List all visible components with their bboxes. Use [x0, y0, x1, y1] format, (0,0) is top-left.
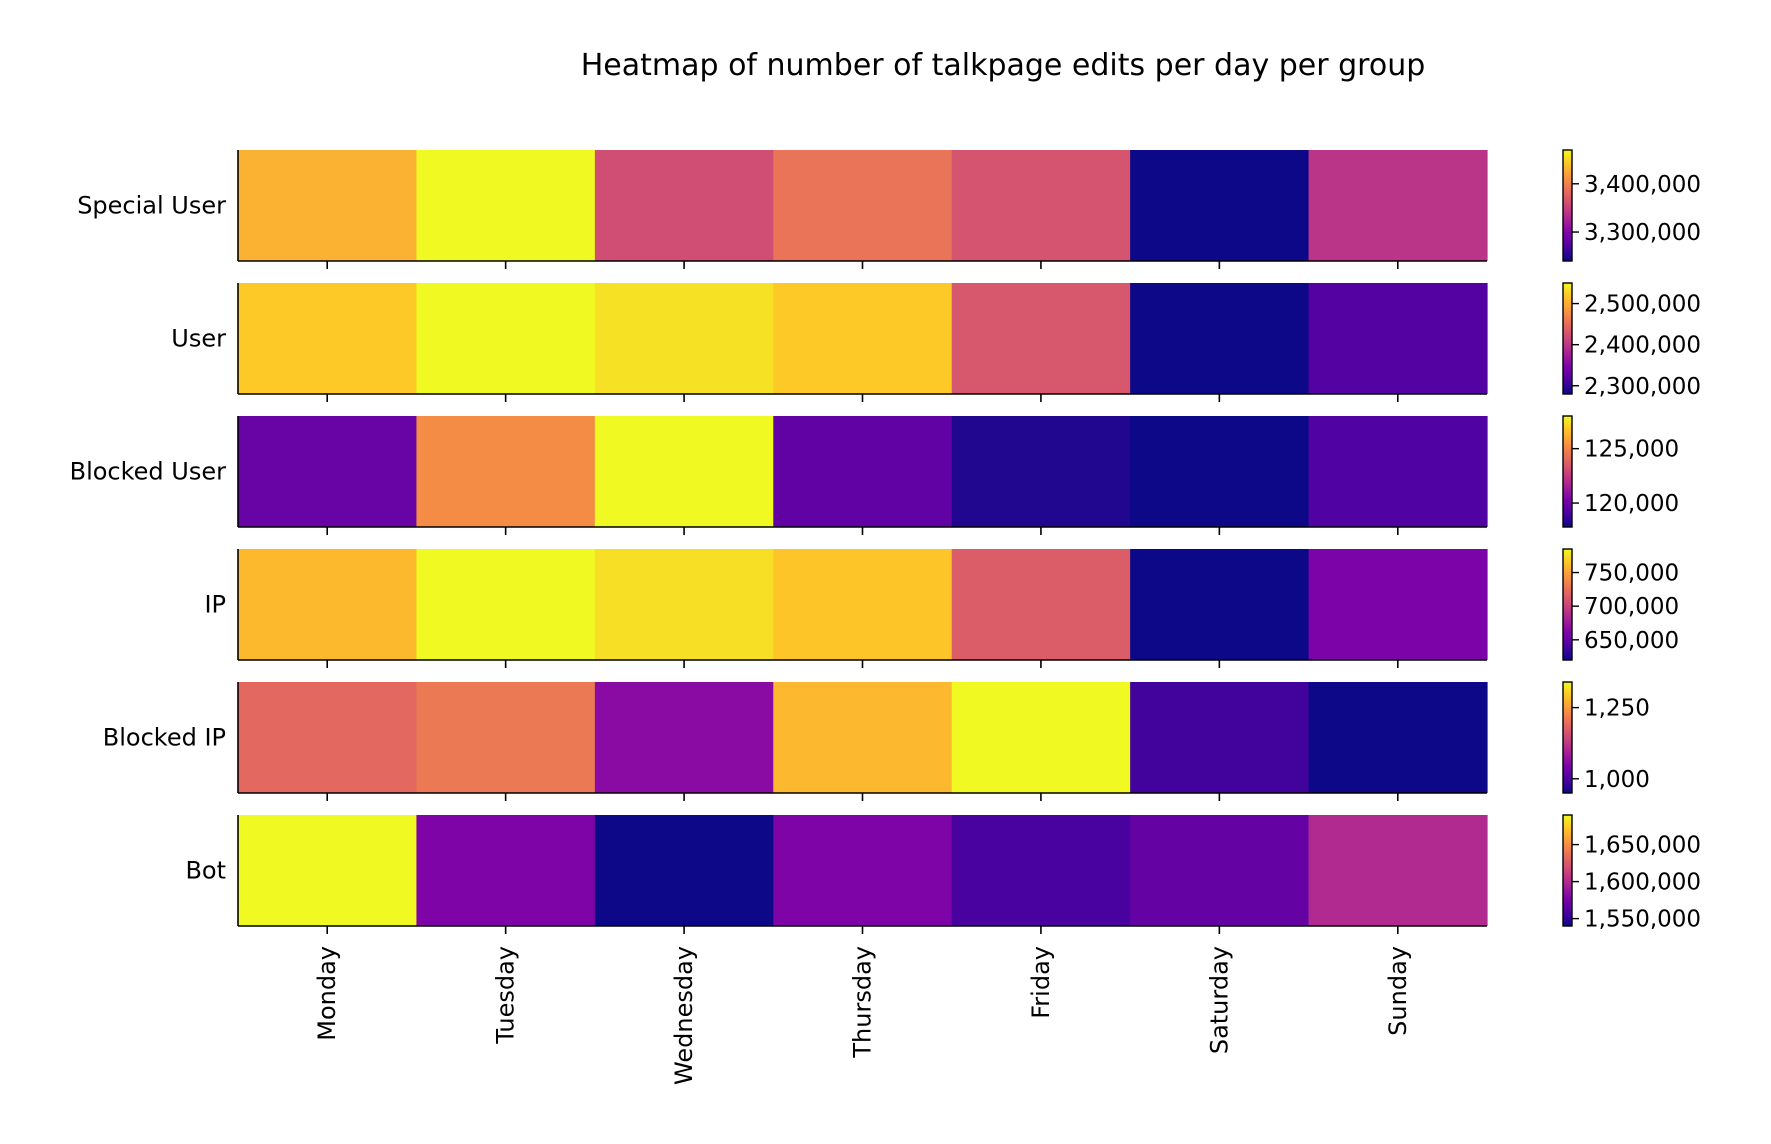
- day-axis: Monday Tuesday Wednesday Thursday Friday Satu…: [313, 946, 1412, 1085]
- cell-special-user-sunday: [1308, 150, 1488, 261]
- cell-ip-saturday: [1130, 549, 1310, 660]
- colorbar-tick-label-user-0: 2,300,000: [1584, 374, 1701, 400]
- colorbar-tick-label-blocked-ip-0: 1,000: [1584, 767, 1650, 793]
- cell-user-sunday: [1308, 283, 1488, 394]
- cell-blocked-ip-friday: [951, 682, 1131, 793]
- cell-blocked-ip-saturday: [1130, 682, 1310, 793]
- colorbar-blocked-user: 120,000 125,000: [1562, 415, 1679, 528]
- cell-bot-monday: [238, 815, 418, 926]
- row-label-bot: Bot: [185, 857, 226, 885]
- colorbar-gradient-ip: [1562, 548, 1573, 661]
- cell-bot-thursday: [773, 815, 953, 926]
- cell-bot-friday: [951, 815, 1131, 926]
- cell-ip-tuesday: [416, 549, 596, 660]
- row-special-user: Special User 3,300,000 3,400,000: [77, 149, 1701, 269]
- cell-blocked-user-friday: [951, 416, 1131, 527]
- cell-blocked-ip-thursday: [773, 682, 953, 793]
- colorbar-gradient-user: [1562, 282, 1573, 395]
- row-label-blocked-ip: Blocked IP: [103, 724, 226, 752]
- chart-title: Heatmap of number of talkpage edits per …: [581, 48, 1426, 83]
- cell-user-monday: [238, 283, 418, 394]
- cell-blocked-user-sunday: [1308, 416, 1488, 527]
- cell-blocked-ip-sunday: [1308, 682, 1488, 793]
- row-bot: Bot 1,550,000 1,600,000 1,650,000: [185, 814, 1701, 934]
- day-label-wednesday: Wednesday: [670, 946, 698, 1085]
- day-label-tuesday: Tuesday: [492, 946, 520, 1045]
- cell-bot-sunday: [1308, 815, 1488, 926]
- cell-special-user-wednesday: [594, 150, 774, 261]
- colorbar-tick-label-user-1: 2,400,000: [1584, 333, 1701, 359]
- cell-ip-monday: [238, 549, 418, 660]
- colorbar-blocked-ip: 1,000 1,250: [1562, 681, 1650, 794]
- colorbar-gradient-blocked-user: [1562, 415, 1573, 528]
- cell-special-user-saturday: [1130, 150, 1310, 261]
- day-label-monday: Monday: [313, 946, 341, 1041]
- cell-blocked-user-saturday: [1130, 416, 1310, 527]
- colorbar-tick-label-bot-2: 1,650,000: [1584, 833, 1701, 859]
- cell-blocked-user-tuesday: [416, 416, 596, 527]
- day-label-friday: Friday: [1027, 946, 1055, 1019]
- cell-user-thursday: [773, 283, 953, 394]
- cell-blocked-ip-tuesday: [416, 682, 596, 793]
- colorbar-gradient-bot: [1562, 814, 1573, 927]
- row-label-user: User: [171, 325, 226, 353]
- colorbar-bot: 1,550,000 1,600,000 1,650,000: [1562, 814, 1701, 933]
- colorbar-tick-label-special-user-1: 3,400,000: [1584, 172, 1701, 198]
- colorbar-gradient-blocked-ip: [1562, 681, 1573, 794]
- cell-special-user-tuesday: [416, 150, 596, 261]
- colorbar-tick-label-blocked-ip-1: 1,250: [1584, 696, 1650, 722]
- cell-ip-wednesday: [594, 549, 774, 660]
- cell-blocked-user-wednesday: [594, 416, 774, 527]
- row-ip: IP 650,000 700,000 750,000: [204, 548, 1679, 668]
- colorbar-tick-label-bot-0: 1,550,000: [1584, 907, 1701, 933]
- cell-ip-sunday: [1308, 549, 1488, 660]
- colorbar-tick-label-bot-1: 1,600,000: [1584, 870, 1701, 896]
- colorbar-tick-label-special-user-0: 3,300,000: [1584, 220, 1701, 246]
- cell-blocked-user-thursday: [773, 416, 953, 527]
- heatmap-rows: Special User 3,300,000 3,400,000 User 2,300,…: [70, 149, 1701, 934]
- colorbar-tick-label-user-2: 2,500,000: [1584, 292, 1701, 318]
- row-blocked-ip: Blocked IP 1,000 1,250: [103, 681, 1650, 801]
- row-label-blocked-user: Blocked User: [70, 458, 227, 486]
- colorbar-user: 2,300,000 2,400,000 2,500,000: [1562, 282, 1701, 400]
- day-label-thursday: Thursday: [849, 946, 877, 1059]
- cell-user-tuesday: [416, 283, 596, 394]
- colorbar-tick-label-ip-1: 700,000: [1584, 594, 1679, 620]
- colorbar-gradient-special-user: [1562, 149, 1573, 262]
- day-label-sunday: Sunday: [1384, 946, 1412, 1036]
- row-label-ip: IP: [204, 591, 226, 619]
- colorbar-tick-label-blocked-user-0: 120,000: [1584, 491, 1679, 517]
- colorbar-tick-label-blocked-user-1: 125,000: [1584, 437, 1679, 463]
- cell-blocked-ip-wednesday: [594, 682, 774, 793]
- colorbar-special-user: 3,300,000 3,400,000: [1562, 149, 1701, 262]
- cell-special-user-monday: [238, 150, 418, 261]
- colorbar-ip: 650,000 700,000 750,000: [1562, 548, 1679, 661]
- cell-user-wednesday: [594, 283, 774, 394]
- cell-bot-saturday: [1130, 815, 1310, 926]
- cell-ip-thursday: [773, 549, 953, 660]
- cell-bot-tuesday: [416, 815, 596, 926]
- cell-special-user-thursday: [773, 150, 953, 261]
- cell-user-saturday: [1130, 283, 1310, 394]
- cell-user-friday: [951, 283, 1131, 394]
- cell-ip-friday: [951, 549, 1131, 660]
- cell-blocked-ip-monday: [238, 682, 418, 793]
- row-label-special-user: Special User: [77, 192, 226, 220]
- cell-bot-wednesday: [594, 815, 774, 926]
- row-blocked-user: Blocked User 120,000 125,000: [70, 415, 1679, 535]
- cell-special-user-friday: [951, 150, 1131, 261]
- day-label-saturday: Saturday: [1205, 946, 1233, 1054]
- cell-blocked-user-monday: [238, 416, 418, 527]
- colorbar-tick-label-ip-2: 750,000: [1584, 561, 1679, 587]
- row-user: User 2,300,000 2,400,000 2,500,000: [171, 282, 1701, 402]
- colorbar-tick-label-ip-0: 650,000: [1584, 628, 1679, 654]
